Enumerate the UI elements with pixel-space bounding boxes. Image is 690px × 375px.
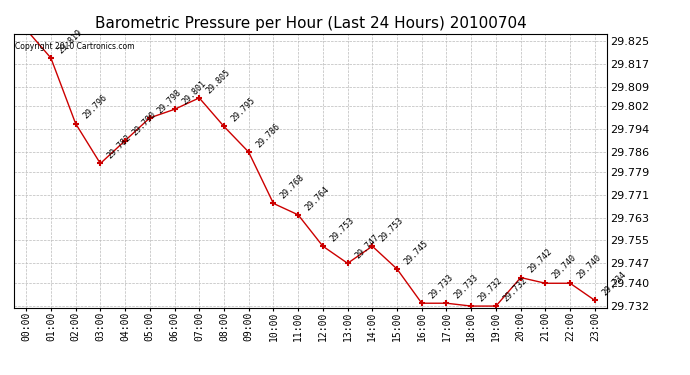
Text: 29.742: 29.742 [526, 247, 554, 275]
Text: 29.829: 29.829 [0, 374, 1, 375]
Text: 29.795: 29.795 [230, 96, 257, 124]
Text: 29.764: 29.764 [304, 184, 331, 212]
Text: 29.734: 29.734 [600, 270, 628, 298]
Text: 29.805: 29.805 [205, 68, 233, 95]
Text: 29.798: 29.798 [155, 87, 183, 115]
Text: 29.740: 29.740 [575, 253, 603, 280]
Text: Copyright 2010 Cartronics.com: Copyright 2010 Cartronics.com [15, 42, 135, 51]
Text: 29.733: 29.733 [452, 273, 480, 300]
Title: Barometric Pressure per Hour (Last 24 Hours) 20100704: Barometric Pressure per Hour (Last 24 Ho… [95, 16, 526, 31]
Text: 29.753: 29.753 [328, 216, 356, 243]
Text: 29.740: 29.740 [551, 253, 578, 280]
Text: 29.733: 29.733 [427, 273, 455, 300]
Text: 29.790: 29.790 [130, 110, 158, 138]
Text: 29.801: 29.801 [180, 79, 208, 106]
Text: 29.753: 29.753 [378, 216, 406, 243]
Text: 29.745: 29.745 [402, 238, 430, 266]
Text: 29.747: 29.747 [353, 233, 381, 261]
Text: 29.796: 29.796 [81, 93, 109, 121]
Text: 29.782: 29.782 [106, 133, 133, 161]
Text: 29.819: 29.819 [57, 28, 84, 55]
Text: 29.732: 29.732 [477, 276, 504, 303]
Text: 29.732: 29.732 [502, 276, 529, 303]
Text: 29.786: 29.786 [254, 122, 282, 149]
Text: 29.768: 29.768 [279, 173, 306, 201]
